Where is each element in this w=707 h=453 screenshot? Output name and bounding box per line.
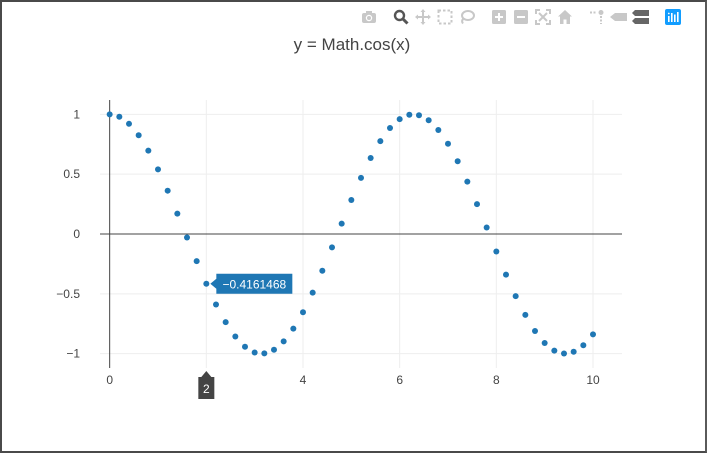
data-point[interactable]	[425, 117, 432, 124]
data-point[interactable]	[174, 210, 181, 217]
data-point[interactable]	[251, 349, 258, 356]
y-tick-label: 0.5	[63, 167, 80, 181]
data-point[interactable]	[445, 140, 451, 147]
y-tick-label: 1	[73, 107, 80, 121]
camera-icon[interactable]	[358, 6, 380, 28]
x-tick-label: 10	[586, 373, 600, 387]
hover-y-label: −0.4161468	[222, 277, 286, 291]
data-point[interactable]	[512, 293, 519, 300]
data-point[interactable]	[570, 348, 577, 355]
spike-lines-icon[interactable]	[586, 6, 608, 28]
data-point[interactable]	[126, 120, 132, 127]
data-point[interactable]	[261, 350, 268, 357]
data-point[interactable]	[164, 187, 171, 194]
data-point[interactable]	[290, 325, 297, 332]
data-point[interactable]	[348, 197, 355, 204]
y-tick-label: 0	[73, 227, 80, 241]
data-point[interactable]	[242, 343, 248, 350]
data-point[interactable]	[203, 280, 210, 287]
data-point[interactable]	[280, 338, 287, 345]
modebar	[358, 6, 684, 28]
data-point[interactable]	[532, 328, 538, 335]
data-point[interactable]	[271, 346, 277, 353]
data-point[interactable]	[155, 166, 161, 173]
data-point[interactable]	[580, 342, 587, 349]
data-point[interactable]	[483, 224, 490, 231]
hover-x-label: 2	[203, 382, 210, 396]
box-select-icon[interactable]	[434, 6, 456, 28]
data-point[interactable]	[222, 319, 229, 326]
data-point[interactable]	[232, 333, 239, 340]
data-point[interactable]	[590, 331, 596, 338]
data-point[interactable]	[367, 155, 374, 162]
data-point[interactable]	[358, 174, 364, 181]
lasso-select-icon[interactable]	[456, 6, 478, 28]
data-point[interactable]	[145, 147, 152, 154]
data-point[interactable]	[300, 309, 306, 316]
hover-x-label-box	[198, 371, 215, 399]
data-point[interactable]	[193, 258, 200, 265]
tick-labels: 024681010.50−0.5−1	[56, 107, 600, 387]
x-tick-label: 6	[396, 373, 403, 387]
data-point[interactable]	[493, 248, 500, 255]
data-point[interactable]	[135, 132, 142, 139]
data-point[interactable]	[464, 178, 471, 185]
hover-layer: −0.4161468 2	[198, 273, 293, 399]
data-point[interactable]	[541, 339, 548, 346]
data-point[interactable]	[474, 201, 480, 208]
data-point[interactable]	[387, 124, 393, 131]
data-point[interactable]	[338, 220, 345, 227]
data-point[interactable]	[561, 350, 567, 357]
data-point[interactable]	[377, 138, 384, 145]
data-point[interactable]	[329, 244, 335, 251]
data-point[interactable]	[435, 127, 442, 134]
x-tick-label: 8	[493, 373, 500, 387]
chart-title: y = Math.cos(x)	[294, 35, 411, 54]
data-point[interactable]	[406, 111, 413, 118]
data-point[interactable]	[319, 267, 326, 274]
plotly-logo-icon[interactable]	[662, 6, 684, 28]
data-point[interactable]	[503, 271, 509, 278]
data-point[interactable]	[184, 234, 190, 241]
zoom-in-icon[interactable]	[488, 6, 510, 28]
y-tick-label: −0.5	[56, 287, 80, 301]
y-tick-label: −1	[66, 347, 80, 361]
data-point[interactable]	[396, 116, 403, 123]
zoom-out-icon[interactable]	[510, 6, 532, 28]
scatter-series[interactable]	[106, 111, 596, 357]
data-point[interactable]	[309, 289, 316, 296]
data-point[interactable]	[522, 311, 529, 318]
data-point[interactable]	[116, 113, 123, 120]
x-tick-label: 4	[300, 373, 307, 387]
pan-icon[interactable]	[412, 6, 434, 28]
autoscale-icon[interactable]	[532, 6, 554, 28]
data-point[interactable]	[551, 347, 558, 354]
hover-closest-icon[interactable]	[608, 6, 630, 28]
reset-axes-icon[interactable]	[554, 6, 576, 28]
hover-label-box	[210, 273, 293, 294]
zoom-icon[interactable]	[390, 6, 412, 28]
data-point[interactable]	[106, 111, 113, 118]
data-point[interactable]	[213, 301, 219, 308]
hover-compare-icon[interactable]	[630, 6, 652, 28]
x-tick-label: 0	[106, 373, 113, 387]
data-point[interactable]	[454, 158, 461, 165]
data-point[interactable]	[416, 112, 422, 119]
axes	[100, 100, 622, 368]
